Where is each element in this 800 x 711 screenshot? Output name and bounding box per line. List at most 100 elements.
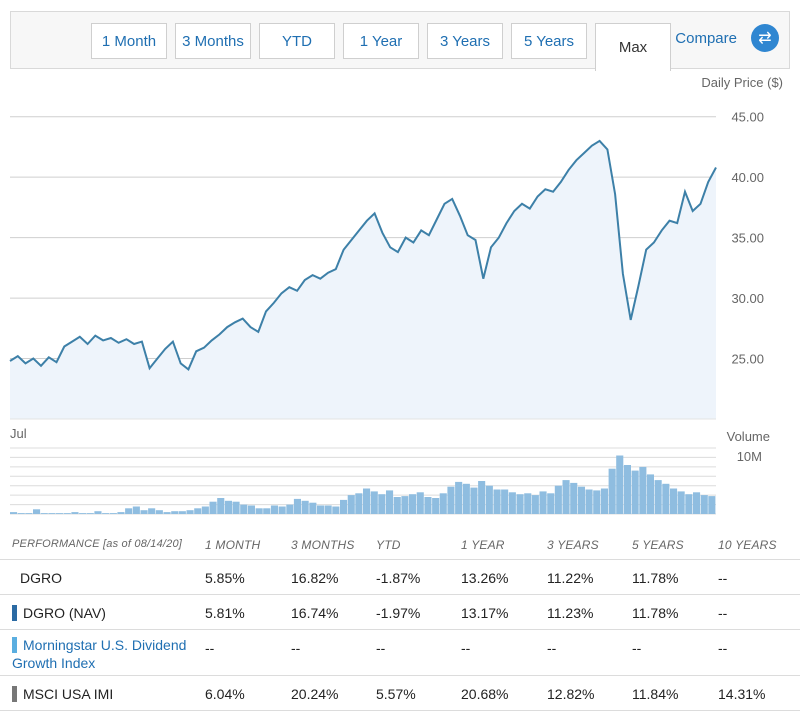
volume-bar <box>10 512 18 514</box>
volume-bar <box>63 513 71 514</box>
table-cell: -- <box>205 640 215 656</box>
table-cell: 11.22% <box>547 570 594 586</box>
volume-bar <box>224 500 232 514</box>
table-cell: 5.85% <box>205 570 245 586</box>
table-row: Morningstar U.S. Dividend Growth Index -… <box>0 630 800 676</box>
volume-bar <box>109 513 117 514</box>
volume-bar <box>639 466 647 514</box>
volume-bar <box>554 485 562 514</box>
table-cell: -1.87% <box>376 570 421 586</box>
volume-bar <box>255 508 263 514</box>
volume-bar <box>654 480 662 514</box>
tab-1-month[interactable]: 1 Month <box>91 23 167 59</box>
y-axis-label: Daily Price ($) <box>701 75 783 90</box>
tab-5-years[interactable]: 5 Years <box>511 23 587 59</box>
volume-bar <box>370 491 378 514</box>
volume-bar <box>148 508 156 514</box>
header-1-month: 1 MONTH <box>205 538 261 552</box>
row-name-morningstar-index[interactable]: Morningstar U.S. Dividend Growth Index <box>12 636 202 672</box>
volume-bar <box>125 508 133 514</box>
volume-bar <box>201 506 209 514</box>
tab-max[interactable]: Max <box>595 23 671 71</box>
table-cell: 12.82% <box>547 686 595 702</box>
volume-bar <box>209 501 217 514</box>
volume-bar <box>416 492 424 514</box>
header-1-year: 1 YEAR <box>461 538 505 552</box>
volume-bar <box>309 502 317 514</box>
volume-bar <box>178 511 186 514</box>
volume-bar <box>593 490 601 514</box>
volume-bar <box>447 486 455 514</box>
volume-bar <box>278 506 286 514</box>
volume-bar <box>186 510 194 514</box>
price-y-ticks: 45.00 40.00 35.00 30.00 25.00 <box>731 110 764 367</box>
volume-bar <box>17 513 25 514</box>
row-label: Morningstar U.S. Dividend Growth Index <box>12 637 187 671</box>
table-cell: -- <box>718 605 728 621</box>
volume-bar <box>347 495 355 514</box>
volume-bar <box>570 482 578 514</box>
table-cell: 14.31% <box>718 686 766 702</box>
performance-table: PERFORMANCE [as of 08/14/20] 1 MONTH 3 M… <box>0 528 800 711</box>
volume-bar <box>355 493 363 514</box>
tab-3-months[interactable]: 3 Months <box>175 23 251 59</box>
table-cell: 20.24% <box>291 686 339 702</box>
volume-bar <box>232 501 240 514</box>
volume-bar <box>539 491 547 514</box>
header-ytd: YTD <box>376 538 401 552</box>
tab-1-year[interactable]: 1 Year <box>343 23 419 59</box>
time-range-tabs: 1 Month 3 Months YTD 1 Year 3 Years 5 Ye… <box>91 23 679 71</box>
tab-3-years[interactable]: 3 Years <box>427 23 503 59</box>
volume-bar <box>685 494 693 514</box>
table-cell: -- <box>291 640 301 656</box>
volume-bar <box>324 505 332 514</box>
table-cell: -- <box>718 570 728 586</box>
y-tick-label: 35.00 <box>731 231 764 246</box>
table-cell: 13.26% <box>461 570 509 586</box>
compare-button[interactable]: Compare ⇄ <box>675 24 779 52</box>
volume-bar <box>171 511 179 514</box>
volume-bar <box>501 489 509 514</box>
table-cell: 20.68% <box>461 686 509 702</box>
volume-bar <box>286 504 294 514</box>
volume-bar <box>293 498 301 514</box>
header-3-years: 3 YEARS <box>547 538 599 552</box>
volume-bar <box>516 494 524 514</box>
volume-bar <box>194 508 202 514</box>
series-swatch-nav <box>12 605 17 621</box>
table-row: DGRO (NAV) 5.81% 16.74% -1.97% 13.17% 11… <box>0 595 800 630</box>
table-cell: -- <box>632 640 642 656</box>
table-cell: -- <box>461 640 471 656</box>
volume-bar <box>623 465 631 514</box>
volume-bar <box>600 488 608 514</box>
volume-bar <box>378 494 386 514</box>
volume-bar <box>547 493 555 514</box>
table-cell: -1.97% <box>376 605 421 621</box>
table-cell: -- <box>718 640 728 656</box>
table-row: MSCI USA IMI 6.04% 20.24% 5.57% 20.68% 1… <box>0 676 800 711</box>
volume-bar <box>48 513 56 514</box>
row-name-dgro-nav: DGRO (NAV) <box>12 605 106 621</box>
volume-bar <box>132 506 140 514</box>
volume-bar <box>524 493 532 514</box>
volume-bars <box>10 455 716 514</box>
table-cell: -- <box>547 640 557 656</box>
volume-bar <box>340 499 348 514</box>
table-cell: -- <box>376 640 386 656</box>
series-swatch-index <box>12 637 17 653</box>
y-tick-label: 40.00 <box>731 170 764 185</box>
volume-bar <box>409 494 417 514</box>
row-name-msci: MSCI USA IMI <box>12 686 113 702</box>
volume-bar <box>708 496 716 514</box>
table-row: DGRO 5.85% 16.82% -1.87% 13.26% 11.22% 1… <box>0 560 800 595</box>
volume-bar <box>40 513 48 514</box>
y-tick-label: 30.00 <box>731 291 764 306</box>
volume-bar <box>86 513 94 514</box>
volume-bar <box>240 504 248 514</box>
volume-bar <box>263 508 271 514</box>
row-label: MSCI USA IMI <box>23 686 114 702</box>
price-area-fill <box>10 140 716 419</box>
tab-ytd[interactable]: YTD <box>259 23 335 59</box>
volume-bar <box>140 510 148 514</box>
volume-bar <box>646 474 654 514</box>
